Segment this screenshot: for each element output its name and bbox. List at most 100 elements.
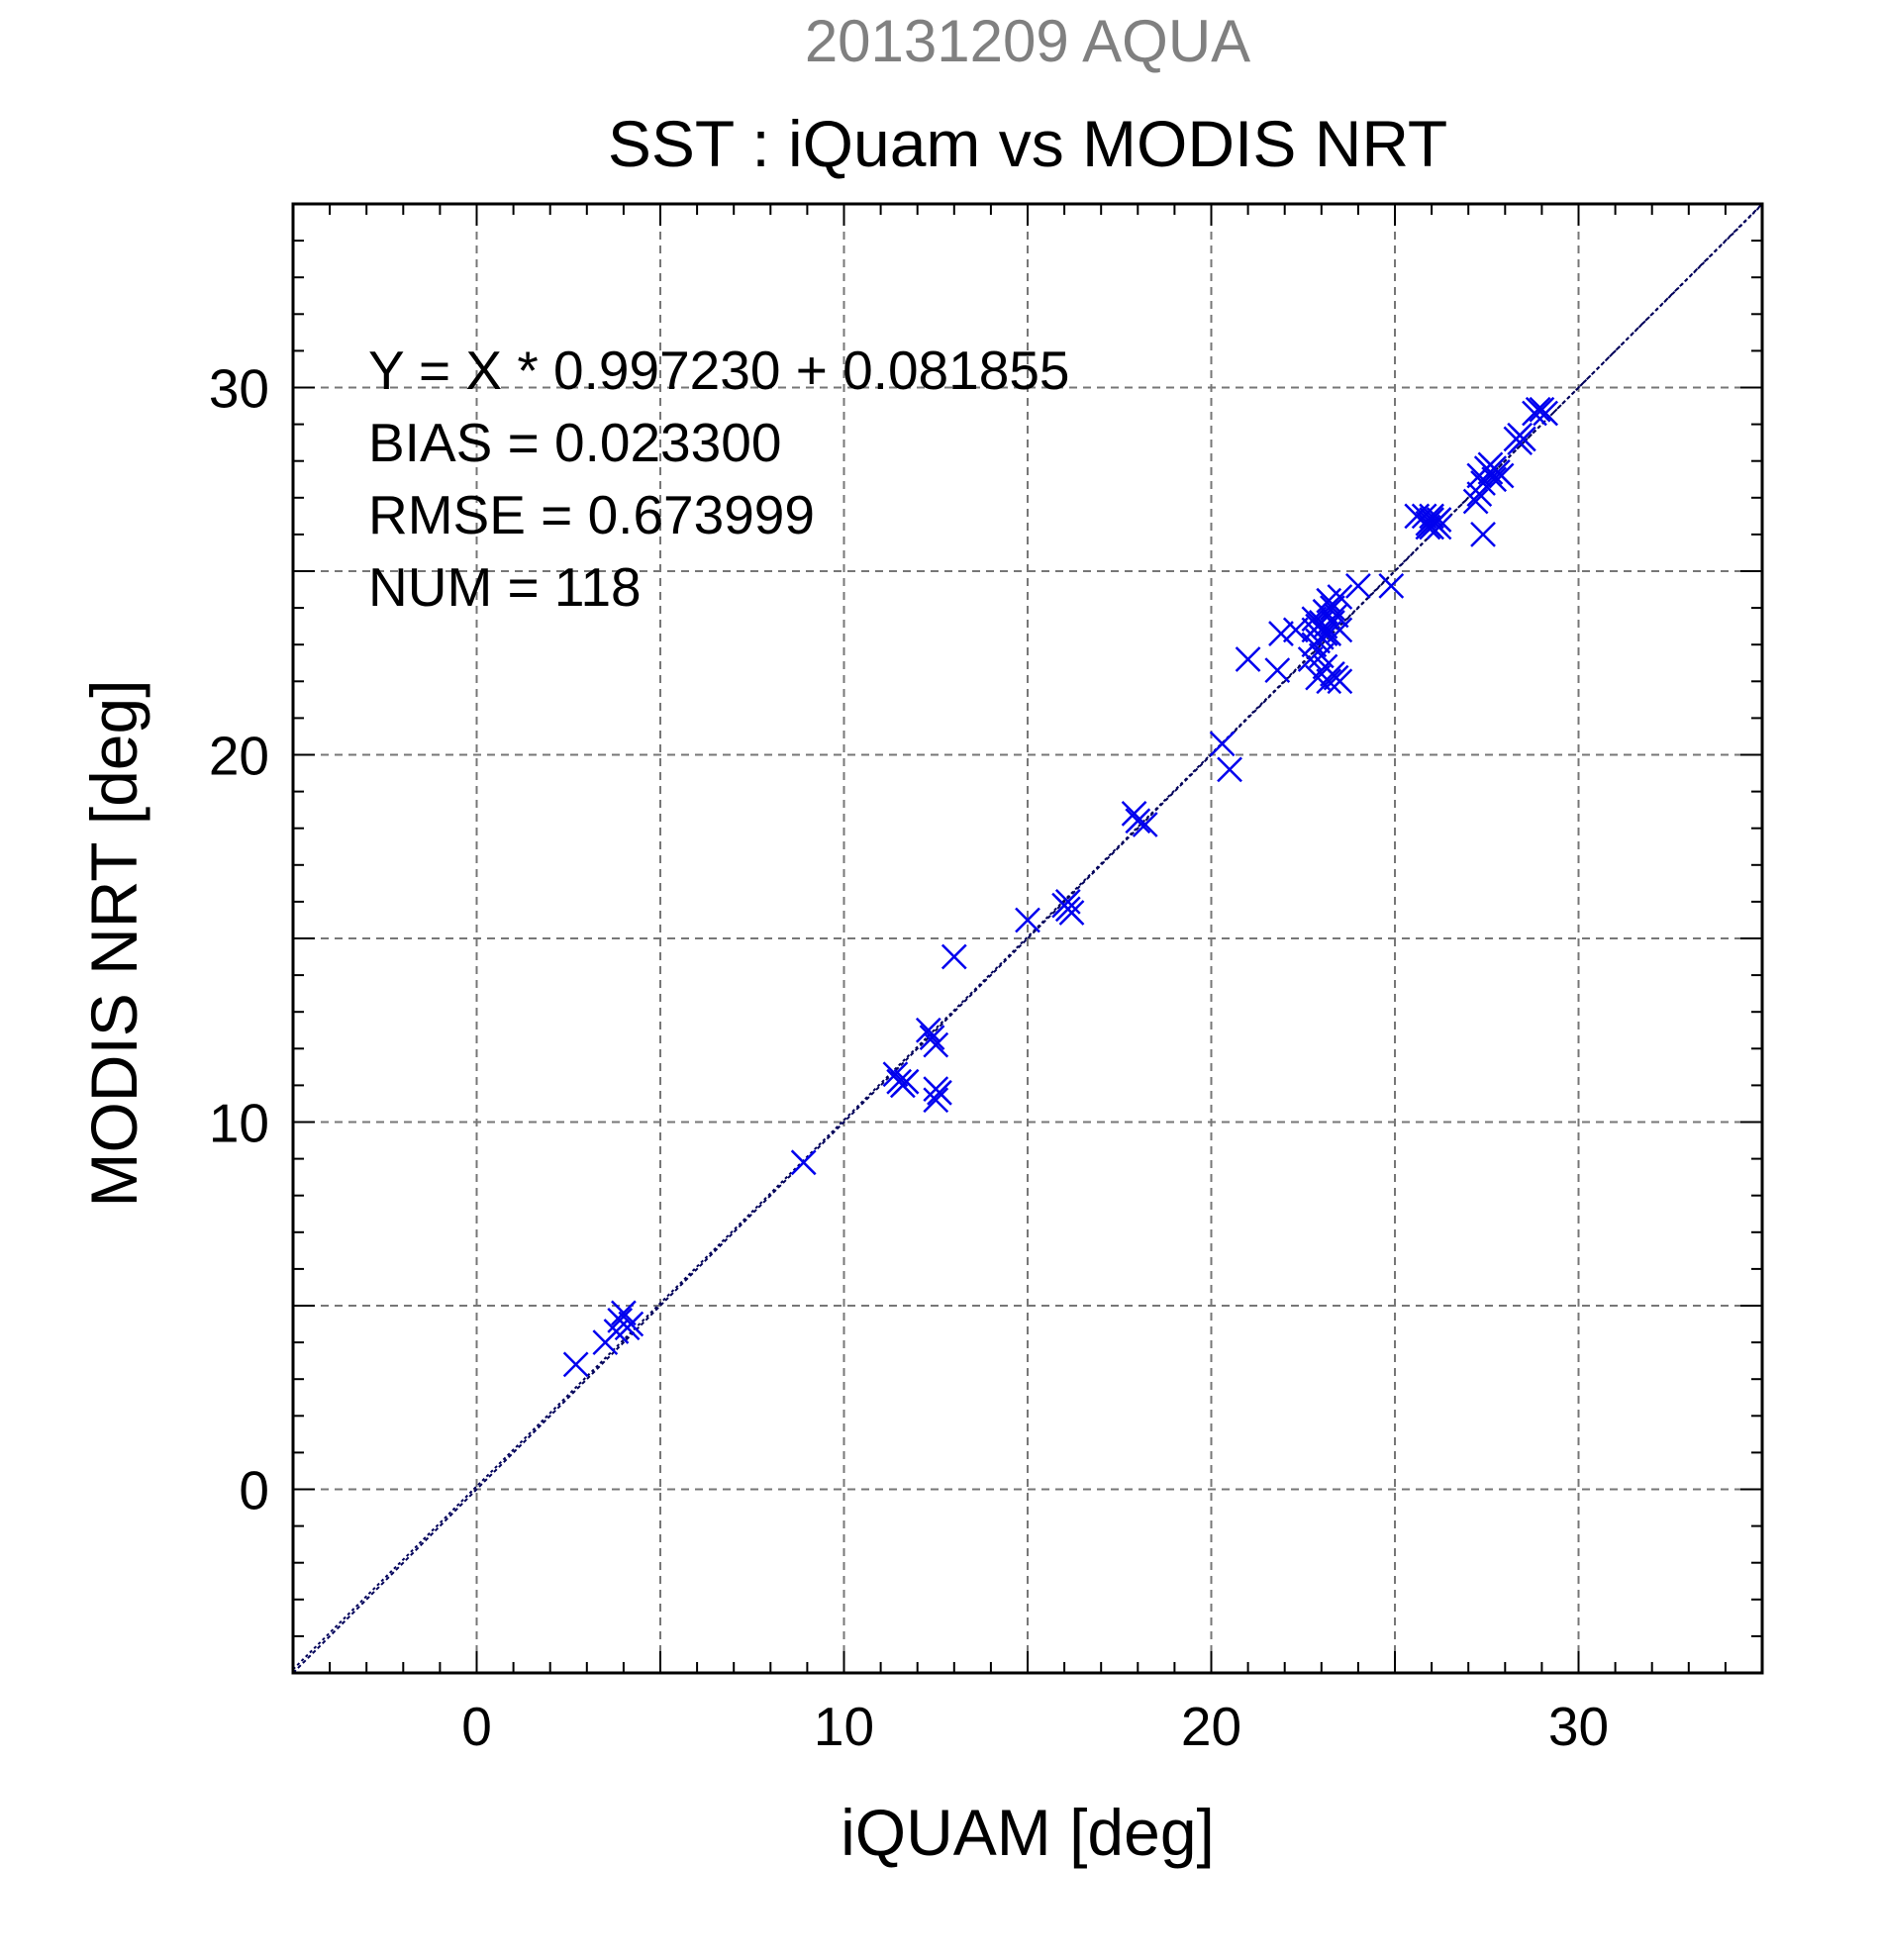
data-point-stroke	[1327, 617, 1353, 643]
data-point-stroke	[882, 1061, 909, 1088]
data-point	[927, 1079, 952, 1106]
data-point	[1415, 514, 1441, 540]
data-point	[1125, 808, 1151, 834]
data-point-stroke	[1462, 488, 1489, 515]
data-point	[1477, 451, 1504, 478]
data-point	[1462, 488, 1489, 515]
data-point	[1327, 584, 1353, 610]
x-tick-label: 30	[1548, 1696, 1609, 1757]
data-point-stroke	[1510, 426, 1536, 452]
data-point-stroke	[1312, 621, 1338, 646]
data-point-stroke	[1426, 507, 1452, 533]
data-point-stroke	[1264, 657, 1291, 684]
data-point-stroke	[1305, 664, 1331, 691]
data-point-stroke	[618, 1311, 644, 1337]
data-point-stroke	[1320, 595, 1345, 621]
data-point-stroke	[1125, 808, 1151, 834]
data-point-stroke	[562, 1351, 589, 1378]
tick-labels: 0 10 20 30 0 10 20 30	[209, 358, 1609, 1758]
data-point	[1481, 466, 1508, 493]
data-point-stroke	[1378, 572, 1405, 599]
y-tick-label: 20	[209, 726, 269, 787]
stats-rmse: RMSE = 0.673999	[368, 484, 815, 545]
data-point-stroke	[1470, 522, 1496, 547]
data-point-stroke	[1345, 572, 1371, 599]
data-point	[882, 1061, 909, 1088]
data-point	[1327, 617, 1353, 643]
data-point	[1327, 668, 1353, 695]
y-axis-label: MODIS NRT [deg]	[77, 679, 150, 1207]
data-point	[1533, 400, 1558, 427]
data-point	[915, 1017, 941, 1043]
data-point	[893, 1068, 920, 1095]
x-tick-label: 0	[461, 1696, 492, 1757]
data-point	[1419, 507, 1444, 533]
stats-bias: BIAS = 0.023300	[368, 412, 781, 473]
data-point	[1320, 595, 1345, 621]
data-point	[1426, 507, 1452, 533]
data-point-stroke	[940, 943, 967, 970]
data-point-stroke	[1411, 503, 1437, 530]
data-point-stroke	[1217, 756, 1242, 783]
data-point-stroke	[1058, 900, 1085, 926]
data-point	[1378, 572, 1405, 599]
data-point-stroke	[893, 1068, 920, 1095]
data-point	[1345, 572, 1371, 599]
data-point	[611, 1300, 637, 1326]
data-point-stroke	[1235, 646, 1261, 672]
data-point	[1209, 731, 1236, 757]
x-axis-label: iQUAM [deg]	[841, 1796, 1215, 1869]
data-point	[1522, 400, 1547, 427]
data-point	[1235, 646, 1261, 672]
data-point-stroke	[1323, 602, 1349, 629]
grid-lines	[293, 204, 1762, 1673]
data-point-stroke	[927, 1079, 952, 1106]
data-point-stroke	[1477, 451, 1504, 478]
data-point-stroke	[1419, 507, 1444, 533]
data-point-stroke	[1132, 812, 1158, 837]
regression-line	[292, 203, 1763, 1671]
data-point-stroke	[1015, 907, 1040, 933]
data-point-stroke	[1308, 642, 1335, 669]
data-point-stroke	[790, 1149, 817, 1176]
data-point-stroke	[1327, 584, 1353, 610]
data-point-stroke	[1327, 668, 1353, 695]
data-point	[923, 1031, 949, 1058]
data-point-stroke	[919, 1025, 945, 1051]
data-point-stroke	[1316, 668, 1342, 695]
stats-annotation: Y = X * 0.997230 + 0.081855 BIAS = 0.023…	[368, 340, 1070, 618]
data-point-stroke	[1522, 400, 1547, 427]
data-point	[1282, 617, 1309, 643]
data-point-stroke	[607, 1307, 634, 1333]
data-point-stroke	[611, 1300, 637, 1326]
data-point-stroke	[1481, 466, 1508, 493]
data-point	[1015, 907, 1040, 933]
data-point	[1268, 621, 1294, 646]
data-point-stroke	[1054, 889, 1081, 915]
data-point	[1054, 889, 1081, 915]
data-point	[1312, 621, 1338, 646]
data-point	[1264, 657, 1291, 684]
stats-num: NUM = 118	[368, 556, 642, 618]
data-point-stroke	[915, 1017, 941, 1043]
y-tick-label: 10	[209, 1093, 269, 1154]
data-point	[1470, 522, 1496, 547]
data-point	[923, 1087, 949, 1114]
chart-title: SST : iQuam vs MODIS NRT	[608, 107, 1447, 180]
stats-fit-equation: Y = X * 0.997230 + 0.081855	[368, 340, 1070, 401]
data-point-stroke	[1268, 621, 1294, 646]
data-point-stroke	[1209, 731, 1236, 757]
x-tick-label: 10	[814, 1696, 874, 1757]
data-point	[790, 1149, 817, 1176]
plot-frame	[291, 202, 1764, 1675]
data-point	[1510, 426, 1536, 452]
data-point	[607, 1307, 634, 1333]
y-tick-label: 0	[239, 1460, 269, 1521]
data-points	[562, 396, 1558, 1378]
data-point-stroke	[923, 1031, 949, 1058]
data-point	[919, 1025, 945, 1051]
data-point	[1132, 812, 1158, 837]
data-point-stroke	[1282, 617, 1309, 643]
